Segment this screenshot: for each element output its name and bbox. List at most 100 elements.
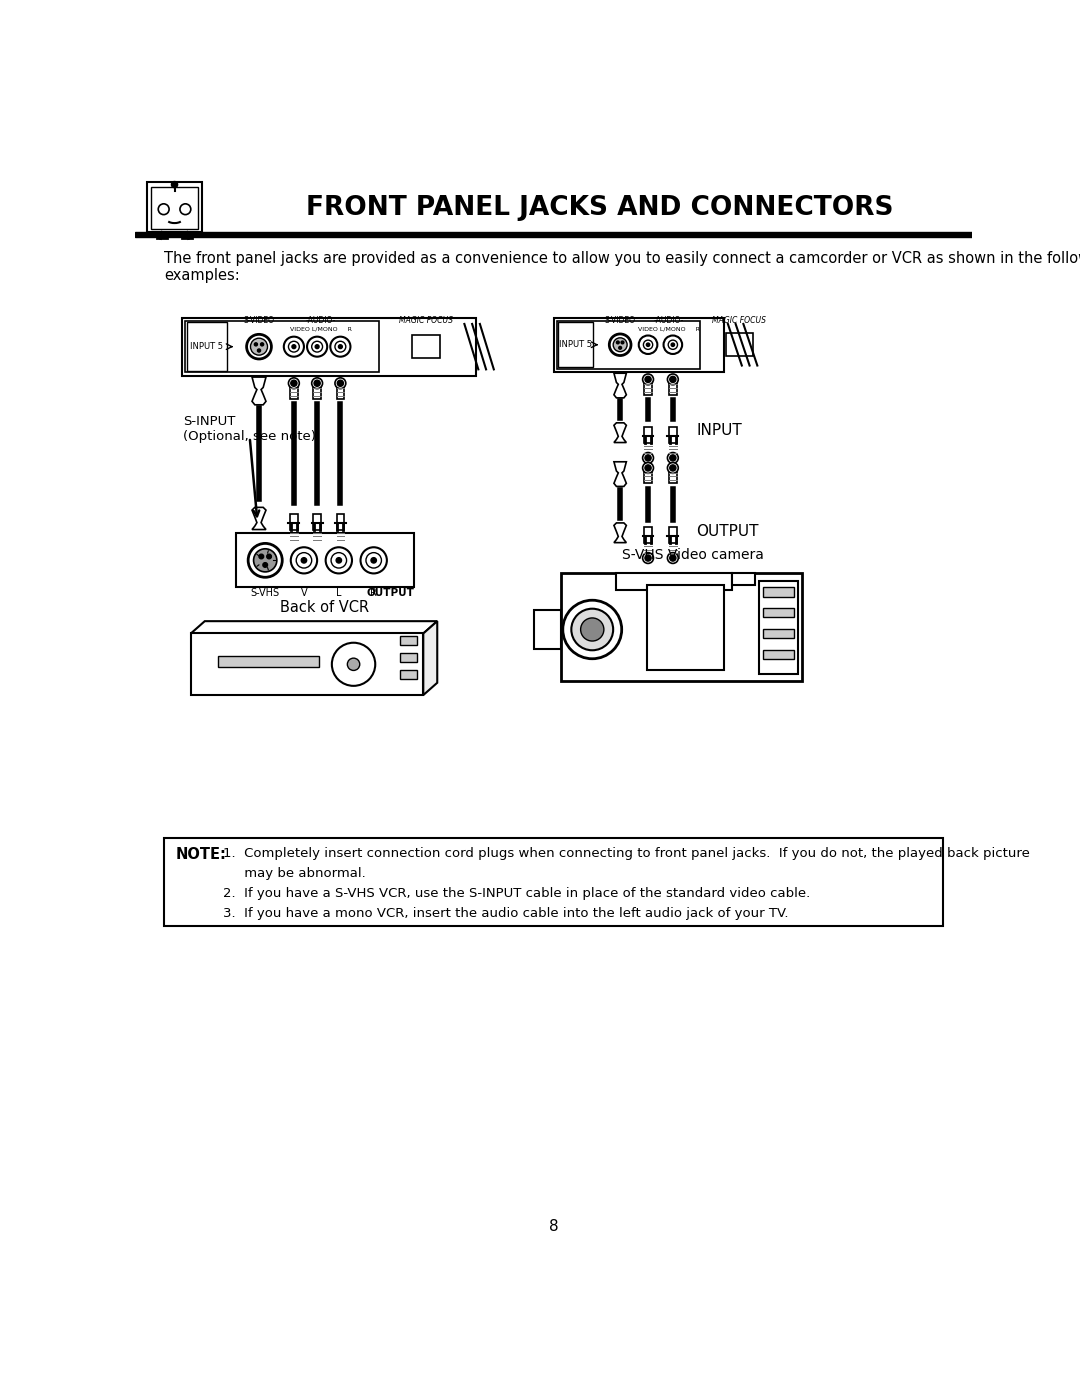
Circle shape bbox=[670, 555, 676, 562]
Text: 3.  If you have a mono VCR, insert the audio cable into the left audio jack of y: 3. If you have a mono VCR, insert the au… bbox=[222, 907, 788, 919]
Circle shape bbox=[314, 542, 321, 548]
Circle shape bbox=[645, 376, 651, 383]
Polygon shape bbox=[252, 377, 266, 405]
Circle shape bbox=[645, 465, 651, 471]
Circle shape bbox=[646, 344, 650, 346]
Text: MAGIC FOCUS: MAGIC FOCUS bbox=[399, 317, 453, 326]
Bar bbox=[669, 380, 677, 395]
Bar bbox=[616, 573, 732, 591]
Text: 1.  Completely insert connection cord plugs when connecting to front panel jacks: 1. Completely insert connection cord plu… bbox=[222, 847, 1029, 859]
Circle shape bbox=[581, 617, 604, 641]
Circle shape bbox=[670, 376, 676, 383]
Circle shape bbox=[361, 548, 387, 573]
Bar bbox=[644, 527, 652, 542]
Bar bbox=[669, 427, 677, 443]
Circle shape bbox=[314, 380, 321, 387]
Bar bbox=[762, 587, 794, 597]
Text: INPUT 5: INPUT 5 bbox=[558, 341, 592, 349]
Circle shape bbox=[645, 555, 651, 562]
Polygon shape bbox=[252, 507, 266, 529]
Circle shape bbox=[255, 342, 257, 346]
Bar bbox=[762, 629, 794, 638]
Bar bbox=[762, 650, 794, 659]
Circle shape bbox=[335, 377, 346, 388]
Bar bbox=[556, 321, 700, 369]
Circle shape bbox=[336, 557, 341, 563]
Polygon shape bbox=[613, 522, 626, 542]
Circle shape bbox=[667, 553, 678, 563]
Bar bbox=[235, 534, 414, 587]
Circle shape bbox=[257, 349, 260, 352]
Circle shape bbox=[267, 555, 271, 559]
Circle shape bbox=[563, 601, 622, 659]
Circle shape bbox=[284, 337, 303, 356]
Circle shape bbox=[288, 377, 299, 388]
Circle shape bbox=[172, 182, 177, 187]
Circle shape bbox=[180, 204, 191, 215]
Bar bbox=[562, 573, 801, 682]
Circle shape bbox=[609, 334, 631, 355]
Circle shape bbox=[667, 462, 678, 474]
Circle shape bbox=[291, 548, 318, 573]
Bar bbox=[669, 468, 677, 483]
Circle shape bbox=[288, 539, 299, 550]
Circle shape bbox=[643, 553, 653, 563]
Bar bbox=[554, 317, 724, 372]
Bar bbox=[558, 323, 593, 367]
Bar bbox=[313, 383, 321, 398]
Bar bbox=[400, 636, 417, 645]
Circle shape bbox=[260, 342, 264, 346]
Text: FRONT PANEL JACKS AND CONNECTORS: FRONT PANEL JACKS AND CONNECTORS bbox=[307, 194, 894, 221]
Circle shape bbox=[312, 377, 323, 388]
Circle shape bbox=[348, 658, 360, 671]
Text: The front panel jacks are provided as a convenience to allow you to easily conne: The front panel jacks are provided as a … bbox=[164, 251, 1080, 284]
Circle shape bbox=[312, 539, 323, 550]
Bar bbox=[186, 321, 379, 373]
Bar bbox=[669, 527, 677, 542]
Circle shape bbox=[643, 374, 653, 384]
Text: MAGIC FOCUS: MAGIC FOCUS bbox=[712, 317, 766, 326]
Text: L: L bbox=[336, 588, 341, 598]
Circle shape bbox=[288, 341, 299, 352]
Circle shape bbox=[643, 453, 653, 464]
Text: OUTPUT: OUTPUT bbox=[366, 588, 414, 598]
Bar bbox=[727, 334, 753, 356]
Bar bbox=[164, 838, 943, 926]
Circle shape bbox=[159, 204, 170, 215]
Circle shape bbox=[571, 609, 613, 650]
Text: S-VIDEO: S-VIDEO bbox=[243, 317, 274, 326]
Polygon shape bbox=[613, 373, 626, 398]
Circle shape bbox=[644, 339, 652, 349]
Circle shape bbox=[645, 455, 651, 461]
Circle shape bbox=[670, 465, 676, 471]
Circle shape bbox=[617, 341, 619, 344]
Bar bbox=[337, 383, 345, 398]
Bar bbox=[647, 585, 724, 669]
Bar bbox=[313, 514, 321, 529]
Bar bbox=[151, 187, 198, 229]
Circle shape bbox=[292, 345, 296, 349]
Circle shape bbox=[663, 335, 683, 353]
Circle shape bbox=[337, 380, 343, 387]
Circle shape bbox=[291, 380, 297, 387]
Text: OUTPUT: OUTPUT bbox=[697, 524, 758, 539]
Circle shape bbox=[667, 374, 678, 384]
Circle shape bbox=[643, 462, 653, 474]
Circle shape bbox=[670, 455, 676, 461]
Circle shape bbox=[332, 553, 347, 569]
Circle shape bbox=[372, 557, 377, 563]
Bar bbox=[644, 380, 652, 395]
Circle shape bbox=[315, 345, 319, 349]
Circle shape bbox=[307, 337, 327, 356]
Text: INPUT 5: INPUT 5 bbox=[190, 342, 222, 351]
Bar bbox=[135, 232, 972, 237]
Text: Back of VCR: Back of VCR bbox=[281, 599, 369, 615]
Circle shape bbox=[613, 338, 627, 352]
Polygon shape bbox=[191, 622, 437, 633]
Bar bbox=[644, 427, 652, 443]
Text: R: R bbox=[370, 588, 377, 598]
Polygon shape bbox=[613, 423, 626, 443]
Bar bbox=[291, 383, 298, 398]
Text: 2.  If you have a S-VHS VCR, use the S-INPUT cable in place of the standard vide: 2. If you have a S-VHS VCR, use the S-IN… bbox=[222, 887, 810, 900]
Polygon shape bbox=[613, 462, 626, 486]
